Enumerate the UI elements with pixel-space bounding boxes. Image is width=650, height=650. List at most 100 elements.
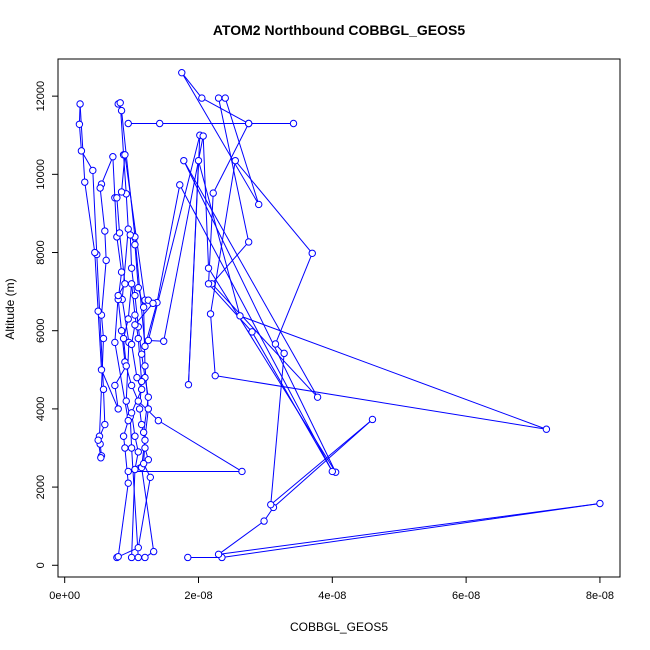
data-point xyxy=(248,328,256,336)
series-segment xyxy=(129,234,133,269)
series-segment xyxy=(114,197,118,237)
data-point xyxy=(124,467,132,476)
data-point xyxy=(127,381,136,390)
data-point xyxy=(160,337,168,345)
series-segment xyxy=(211,283,318,398)
series-segment xyxy=(125,193,129,230)
series-segment xyxy=(181,72,260,205)
series-segment xyxy=(218,520,265,555)
data-point xyxy=(127,340,136,349)
series-segment xyxy=(102,389,106,425)
series-segment xyxy=(112,156,116,198)
series-segment xyxy=(218,503,600,555)
data-point xyxy=(109,153,117,161)
data-point xyxy=(214,550,223,559)
data-point xyxy=(101,227,109,235)
data-point xyxy=(199,132,207,140)
series-segment xyxy=(121,110,136,237)
data-point xyxy=(127,409,136,417)
data-point xyxy=(127,553,136,562)
data-point xyxy=(119,432,128,440)
data-point xyxy=(134,553,142,562)
series-segment xyxy=(124,447,129,484)
series-segment xyxy=(116,197,121,234)
data-point xyxy=(113,194,121,202)
data-point xyxy=(94,436,102,444)
series-segment xyxy=(100,260,107,316)
x-tick-label: 4e-08 xyxy=(318,590,346,602)
data-point xyxy=(542,425,551,433)
data-point xyxy=(141,553,149,562)
x-axis-label: COBBGL_GEOS5 xyxy=(290,620,388,634)
chart-title: ATOM2 Northbound COBBGL_GEOS5 xyxy=(213,22,465,38)
data-point xyxy=(155,119,164,128)
data-point xyxy=(126,231,134,239)
series-segment xyxy=(221,503,600,558)
series-segment xyxy=(131,283,136,316)
data-point xyxy=(180,156,188,165)
series-segment xyxy=(234,160,313,254)
data-point xyxy=(289,119,298,128)
data-point xyxy=(308,249,316,257)
data-point xyxy=(131,321,139,329)
series-segment xyxy=(99,187,106,232)
data-point xyxy=(149,547,158,556)
series-segment xyxy=(224,97,260,205)
series-segment xyxy=(92,170,98,255)
data-point xyxy=(255,200,263,209)
y-axis-label: Altitude (m) xyxy=(3,278,17,339)
data-point xyxy=(260,517,268,525)
data-point xyxy=(111,381,119,390)
data-point xyxy=(144,336,153,345)
data-point xyxy=(209,189,217,197)
data-point xyxy=(141,444,149,452)
data-point xyxy=(114,291,122,300)
series-segment xyxy=(273,419,373,508)
data-point xyxy=(211,371,219,380)
series-segment xyxy=(79,103,86,183)
data-point xyxy=(131,465,139,474)
data-point xyxy=(127,264,136,272)
data-point xyxy=(368,415,377,424)
data-point xyxy=(184,553,192,562)
y-tick-label: 8000 xyxy=(35,240,47,264)
data-point xyxy=(178,68,186,77)
data-point xyxy=(154,416,163,425)
data-point xyxy=(116,99,124,107)
series-segment xyxy=(119,232,126,284)
data-point xyxy=(144,393,153,401)
data-point xyxy=(221,94,229,102)
series-segment xyxy=(147,135,201,341)
data-point xyxy=(119,334,128,343)
series-segment xyxy=(104,230,107,261)
y-axis: 0 2000 4000 6000 8000 10000 12000 xyxy=(35,81,59,568)
data-point xyxy=(141,362,149,370)
series-segment xyxy=(181,72,203,99)
data-point xyxy=(94,307,102,315)
data-point xyxy=(111,338,119,347)
data-point xyxy=(89,166,97,175)
data-point xyxy=(91,248,99,257)
data-point xyxy=(124,416,132,425)
series-segment xyxy=(208,283,253,333)
data-point xyxy=(134,284,142,292)
series-segment xyxy=(117,483,129,557)
y-tick-label: 0 xyxy=(35,562,47,568)
x-axis: 0e+00 2e-08 4e-08 6e-08 8e-08 xyxy=(49,576,614,602)
data-point xyxy=(144,405,153,413)
y-tick-label: 10000 xyxy=(35,159,47,190)
data-point xyxy=(99,385,108,394)
y-tick-label: 4000 xyxy=(35,397,47,421)
series-segment xyxy=(114,295,119,343)
data-point xyxy=(121,444,129,452)
data-point xyxy=(131,311,139,319)
series-segment xyxy=(251,331,333,472)
series-segment xyxy=(127,283,133,320)
data-point xyxy=(133,373,141,382)
y-tick-label: 12000 xyxy=(35,81,47,112)
series-segment xyxy=(117,299,123,331)
data-point xyxy=(236,312,244,320)
data-point xyxy=(114,552,122,561)
data-point xyxy=(134,397,142,405)
